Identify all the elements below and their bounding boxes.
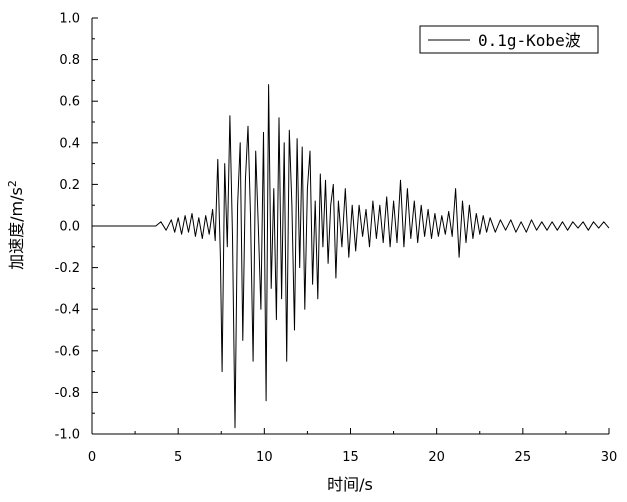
x-axis: 0 5 10 15 20 25 30 [88,428,617,465]
series-layer [92,84,610,429]
x-tick-label: 15 [342,450,359,465]
x-tick-label: 30 [601,450,618,465]
y-tick-label: 0.2 [59,178,80,193]
legend: 0.1g-Kobe波 [419,25,599,54]
y-axis-title: 加速度/m/s2 [6,180,27,270]
y-tick-label: -1.0 [55,428,80,443]
x-tick-label: 0 [88,450,96,465]
legend-label: 0.1g-Kobe波 [478,31,581,50]
y-tick-label: 0.0 [59,220,80,235]
x-tick-label: 5 [174,450,182,465]
y-tick-label: -0.8 [55,386,80,401]
y-tick-label: 1.0 [59,12,80,27]
y-tick-label: 0.8 [59,53,80,68]
x-tick-label: 25 [515,450,532,465]
y-tick-label: -0.6 [55,344,80,359]
y-axis: 1.0 0.8 0.6 0.4 0.2 0.0 -0.2 -0.4 -0.6 -0.8 -1.0 [55,12,98,443]
x-tick-label: 20 [428,450,445,465]
y-tick-label: -0.4 [55,303,80,318]
y-axis-title-main: 加速度/m/s [7,187,26,270]
y-axis-title-superscript: 2 [6,180,19,187]
series-line [92,84,610,429]
x-tick-label: 10 [256,450,273,465]
y-tick-label: 0.6 [59,95,80,110]
x-axis-title: 时间/s [327,475,373,494]
y-tick-label: 0.4 [59,136,80,151]
y-tick-label: -0.2 [55,261,80,276]
